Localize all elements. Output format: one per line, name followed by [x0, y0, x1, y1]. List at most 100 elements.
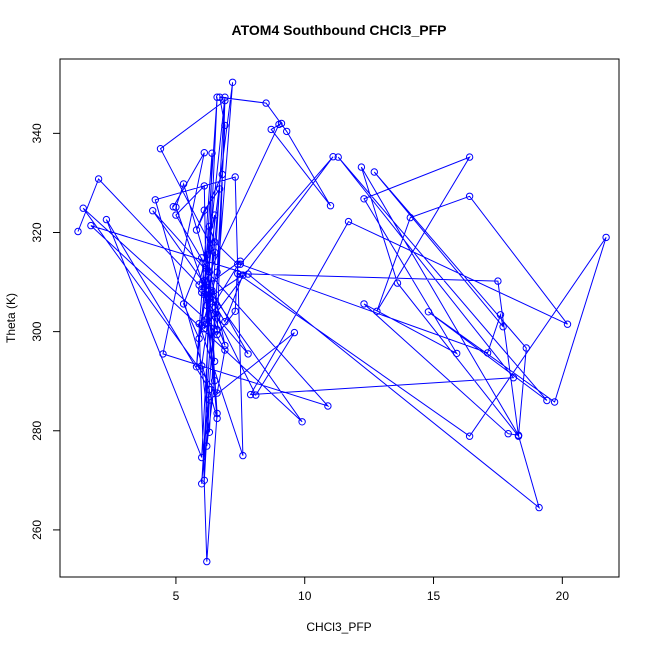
data-point [236, 257, 245, 265]
data-point [221, 121, 229, 130]
data-point [465, 153, 474, 161]
data-point [159, 350, 167, 358]
data-point [231, 307, 239, 315]
data-point [205, 428, 214, 436]
y-tick-label: 280 [30, 420, 44, 440]
y-tick-label: 320 [30, 222, 44, 242]
data-point [329, 153, 337, 161]
data-point [74, 227, 82, 236]
data-point [213, 414, 221, 423]
x-tick-label: 10 [298, 589, 312, 603]
data-point [221, 341, 229, 350]
series-line [77, 82, 607, 562]
data-point [221, 96, 229, 105]
data-point [234, 269, 242, 278]
data-point [424, 308, 433, 316]
data-point [236, 260, 245, 268]
data-point [203, 442, 211, 450]
data-point [483, 349, 492, 357]
data-point [205, 385, 214, 394]
data-point [283, 127, 291, 136]
data-point [216, 93, 224, 101]
data-point [149, 207, 157, 215]
y-axis-label: Theta (K) [4, 293, 18, 343]
data-point [203, 301, 211, 310]
data-point [393, 279, 402, 287]
data-point [210, 248, 219, 257]
y-axis: 260 280 300 320 340 [30, 123, 61, 540]
data-point [262, 99, 270, 107]
data-point [244, 350, 252, 358]
data-point [151, 196, 160, 204]
data-point [221, 318, 229, 326]
data-point [200, 206, 209, 214]
data-point [213, 409, 221, 418]
x-axis: 5 10 15 20 [173, 576, 570, 603]
data-point [504, 430, 512, 438]
data-point [203, 557, 211, 566]
x-tick-label: 15 [427, 589, 441, 603]
x-axis-label: CHCl3_PFP [306, 620, 371, 634]
data-point [213, 93, 221, 101]
data-point [205, 222, 214, 231]
data-point [290, 328, 299, 337]
data-point [298, 418, 306, 426]
data-point [213, 325, 221, 334]
data-point [179, 180, 188, 188]
data-point [192, 226, 201, 234]
data-point [172, 203, 180, 211]
data-point [198, 480, 206, 488]
data-point [203, 315, 211, 323]
data-point [221, 93, 229, 101]
data-point [373, 307, 381, 315]
data-point [169, 203, 178, 211]
data-point [324, 402, 332, 410]
data-point [156, 145, 165, 153]
data-point [228, 78, 237, 87]
data-point [535, 503, 543, 512]
chart-title: ATOM4 Southbound CHCl3_PFP [232, 22, 447, 38]
data-point [453, 349, 461, 358]
data-point [200, 325, 209, 333]
data-point [602, 233, 610, 242]
data-point [218, 170, 227, 179]
data-point [213, 268, 221, 276]
data-point [406, 213, 414, 222]
data-point [244, 270, 252, 278]
data-point [494, 277, 502, 285]
data-point [543, 396, 551, 405]
data-point [563, 320, 572, 328]
data-point [198, 254, 206, 262]
data-point [213, 330, 221, 339]
x-tick-label: 20 [556, 589, 570, 603]
data-point [195, 334, 203, 343]
data-point [499, 323, 507, 331]
data-point [509, 374, 518, 382]
series-layer [74, 78, 610, 566]
data-point [210, 238, 219, 246]
data-point [370, 168, 378, 176]
data-point [172, 211, 180, 219]
data-point [210, 377, 219, 385]
data-point [205, 396, 214, 404]
x-tick-label: 5 [173, 589, 180, 603]
data-point [208, 303, 216, 311]
data-point [239, 451, 247, 460]
data-point [550, 398, 559, 406]
data-point [231, 173, 239, 181]
data-point [267, 125, 275, 134]
data-point [334, 153, 342, 161]
data-point [203, 265, 211, 273]
data-point [200, 182, 209, 190]
data-point [360, 195, 368, 203]
data-point [200, 290, 209, 299]
data-point [360, 300, 368, 308]
data-point [87, 221, 95, 230]
data-point [326, 202, 335, 210]
data-point [195, 281, 203, 289]
data-point [221, 346, 229, 354]
data-point [210, 357, 219, 366]
data-point [239, 271, 247, 279]
